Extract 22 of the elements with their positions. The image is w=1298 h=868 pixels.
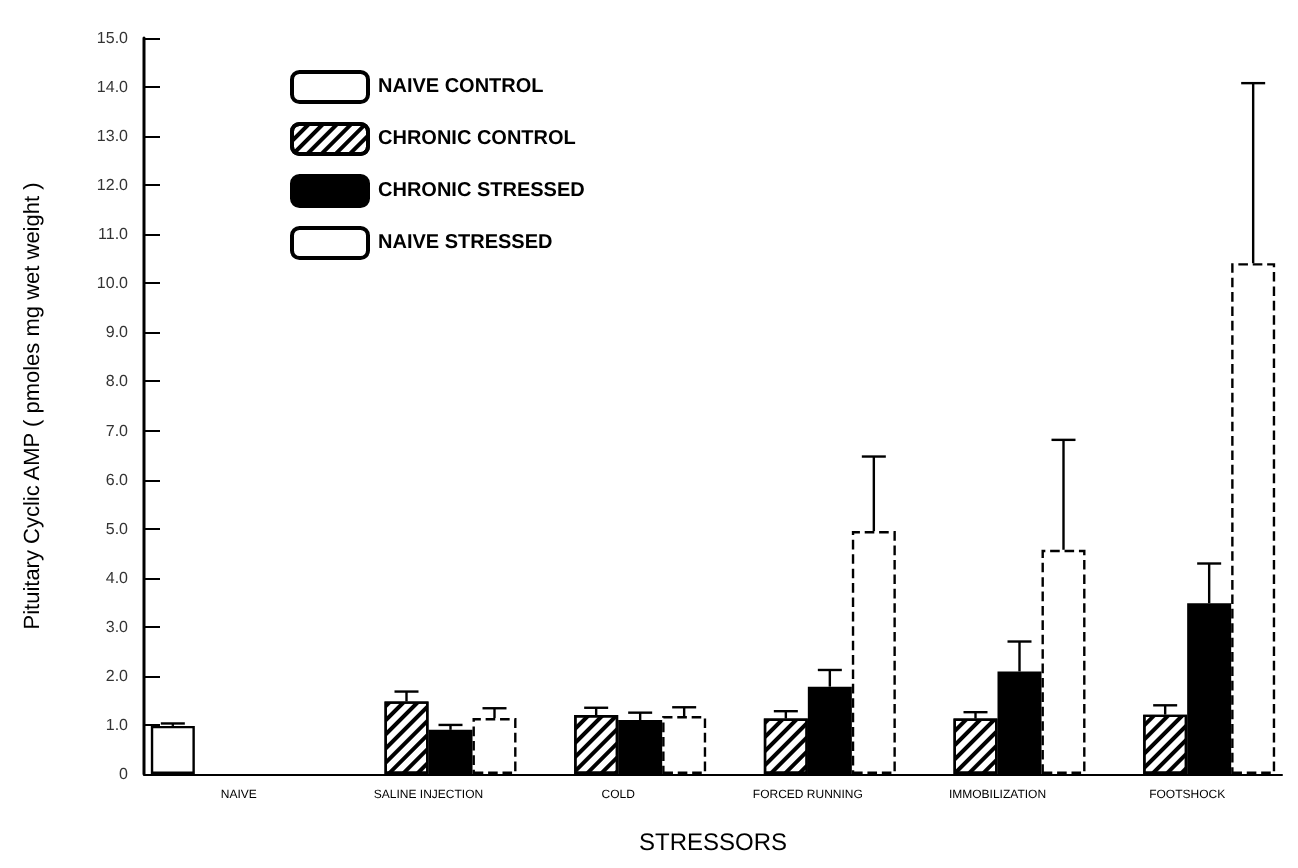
legend-label: NAIVE CONTROL xyxy=(378,76,544,98)
y-tick-label: 8.0 xyxy=(105,372,130,391)
legend-label: NAIVE STRESSED xyxy=(378,232,553,254)
legend-label: CHRONIC CONTROL xyxy=(378,128,576,150)
y-tick-label: 7.0 xyxy=(105,421,130,440)
y-tick-label: 13.0 xyxy=(96,127,130,146)
y-tick-label: 4.0 xyxy=(105,568,130,587)
y-tick-label: 1.0 xyxy=(105,715,130,734)
legend-label: CHRONIC STRESSED xyxy=(378,180,585,202)
y-tick-label: 11.0 xyxy=(98,225,130,244)
y-tick-label: 15.0 xyxy=(96,29,130,47)
y-tick-label: 14.0 xyxy=(96,78,130,97)
y-tick-label: 9.0 xyxy=(105,323,130,342)
y-tick-label: 6.0 xyxy=(105,470,130,489)
y-tick-label: 3.0 xyxy=(105,617,130,636)
y-tick-label: 10.0 xyxy=(96,274,130,293)
y-axis-title: Pituitary Cyclic AMP ( pmoles mg wet weight ) xyxy=(21,182,45,630)
x-axis-title: STRESSORS xyxy=(638,828,788,856)
y-tick-label: 0 xyxy=(119,765,130,783)
y-tick-label: 5.0 xyxy=(105,519,130,538)
y-tick-label: 2.0 xyxy=(105,666,130,685)
y-tick-label: 12.0 xyxy=(96,176,130,195)
